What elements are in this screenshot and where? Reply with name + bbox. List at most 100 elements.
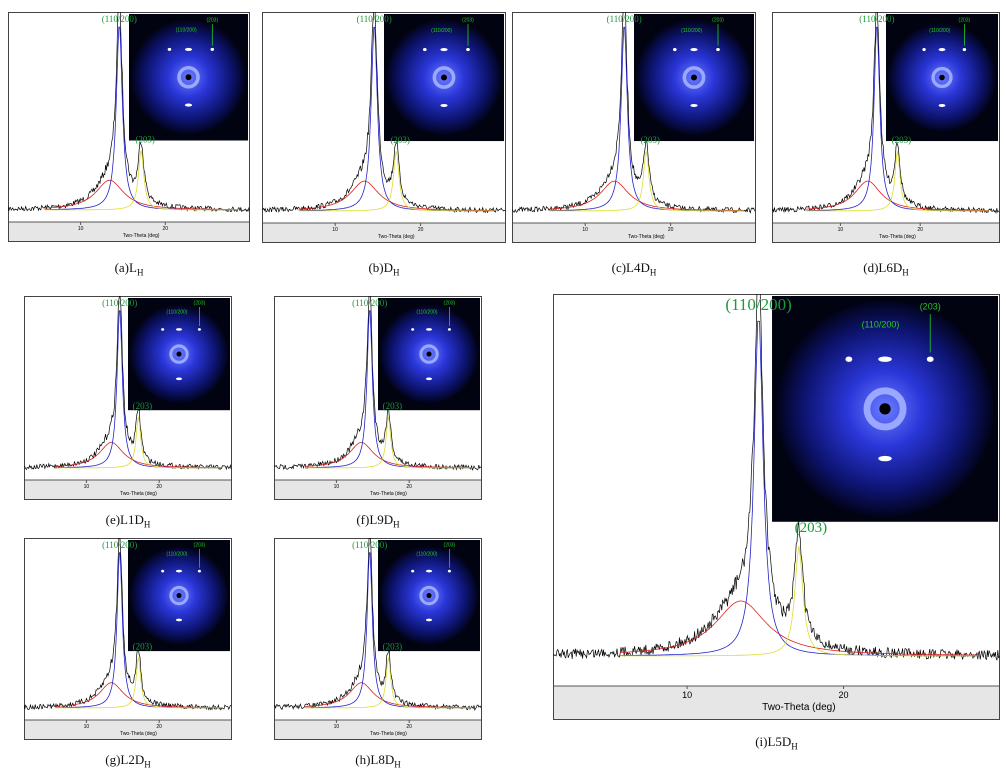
- caption-subscript: H: [143, 519, 151, 530]
- fit-curve: [548, 151, 744, 212]
- xrd-panel: (110/200)(203)(110/200)(203)10 20Two-Thet…: [553, 294, 1000, 720]
- x-axis-label: Two-Theta (deg): [378, 234, 415, 240]
- fit-curve: [620, 545, 978, 657]
- axis-band: [513, 223, 755, 242]
- fit-curve: [806, 180, 989, 211]
- peak-label: (110/200): [102, 298, 137, 308]
- inset-spot: [845, 356, 853, 362]
- caption-text: (i)L5D: [755, 734, 792, 749]
- inset-label: (110/200): [416, 552, 437, 558]
- inset-center: [426, 593, 432, 599]
- caption-subscript: H: [649, 267, 657, 278]
- peak-label: (110/200): [859, 14, 894, 24]
- peak-label: (110/200): [352, 298, 387, 308]
- caption-subscript: H: [902, 267, 909, 278]
- axis-band: [275, 480, 481, 499]
- inset-spot: [425, 618, 433, 622]
- inset-label: (203): [444, 543, 456, 549]
- caption-subscript: H: [791, 741, 798, 752]
- caption: (h)L8DH: [274, 752, 482, 770]
- xrd-panel: (110/200)(203)(110/200)(203)10 20Two-Thet…: [512, 12, 756, 243]
- fit-curve: [55, 442, 222, 468]
- x-tick-label: 10: [84, 724, 90, 730]
- x-axis-label: Two-Theta (deg): [370, 491, 407, 497]
- axis-band: [25, 480, 231, 499]
- fit-curve: [55, 657, 222, 709]
- inset-spot: [926, 356, 934, 362]
- peak-label: (110/200): [607, 14, 642, 24]
- inset-spot: [938, 103, 946, 108]
- x-tick-label: 10: [334, 724, 340, 730]
- fit-curve: [298, 180, 494, 211]
- inset-center: [879, 403, 891, 415]
- peak-label: (203): [133, 641, 153, 651]
- caption: (a)LH: [8, 260, 250, 278]
- inset-spot: [175, 377, 183, 381]
- inset-label: (110/200): [929, 28, 950, 34]
- fit-curve: [55, 682, 222, 708]
- inset-label: (203): [206, 18, 218, 24]
- x-tick-label: 10: [78, 226, 84, 232]
- x-tick-label: 10: [332, 227, 338, 233]
- caption-text: (g)L2D: [105, 752, 145, 767]
- inset-spot: [184, 103, 193, 107]
- inset-spot: [447, 328, 451, 331]
- xrd-panel: (110/200)(203)(110/200)(203)10 20Two-Thet…: [772, 12, 1000, 243]
- x-tick-label: 20: [163, 226, 169, 232]
- inset-spot: [922, 48, 926, 52]
- inset-label: (110/200): [431, 28, 452, 34]
- inset-spot: [423, 48, 427, 52]
- inset-spot: [161, 328, 165, 331]
- inset-spot: [175, 569, 183, 573]
- inset-center: [176, 593, 182, 599]
- inset-spot: [175, 618, 183, 622]
- inset-spot: [425, 377, 433, 381]
- caption-text: (b)D: [368, 260, 394, 275]
- inset-spot: [962, 48, 967, 52]
- inset-center: [185, 74, 192, 81]
- x-tick-label: 20: [156, 484, 162, 490]
- caption-subscript: H: [393, 519, 400, 530]
- x-axis-label: Two-Theta (deg): [120, 491, 157, 497]
- inset-spot: [210, 47, 215, 51]
- inset-spot: [673, 48, 677, 52]
- peak-label: (203): [133, 401, 153, 411]
- caption-text: (a)L: [114, 260, 137, 275]
- inset-spot: [878, 356, 892, 362]
- x-axis-label: Two-Theta (deg): [762, 702, 835, 713]
- fit-curve: [55, 416, 222, 469]
- caption-subscript: H: [394, 759, 401, 770]
- x-axis-label: Two-Theta (deg): [120, 731, 157, 737]
- axis-band: [773, 223, 999, 242]
- axis-band: [275, 720, 481, 739]
- x-tick-label: 10: [582, 227, 588, 233]
- inset-ring: [419, 585, 439, 606]
- inset-label: (110/200): [416, 310, 437, 316]
- inset-ring: [863, 387, 907, 431]
- inset-spot: [440, 103, 448, 108]
- fit-curve: [806, 151, 989, 212]
- inset-spot: [466, 48, 470, 52]
- inset-ring: [169, 344, 189, 364]
- inset-spot: [938, 48, 946, 52]
- fit-curve: [305, 657, 472, 709]
- fit-curve: [44, 150, 238, 211]
- xrd-trace: [274, 538, 482, 711]
- inset-label: (110/200): [681, 28, 702, 34]
- xrd-panel: (110/200)(203)(110/200)(203)10 20Two-Thet…: [262, 12, 506, 243]
- caption-text: (e)L1D: [105, 512, 144, 527]
- inset-ring: [931, 66, 953, 89]
- inset-spot: [690, 103, 698, 108]
- x-tick-label: 20: [839, 690, 849, 700]
- inset-label: (203): [920, 302, 941, 312]
- fit-curve: [619, 600, 978, 656]
- peak-label: (110/200): [102, 14, 137, 24]
- inset-label: (110/200): [166, 552, 187, 558]
- inset-spot: [167, 47, 172, 51]
- peak-label: (203): [795, 520, 828, 536]
- xrd-trace: [274, 296, 482, 471]
- x-axis-label: Two-Theta (deg): [879, 234, 916, 240]
- inset-ring: [419, 344, 439, 364]
- peak-label: (203): [383, 641, 403, 651]
